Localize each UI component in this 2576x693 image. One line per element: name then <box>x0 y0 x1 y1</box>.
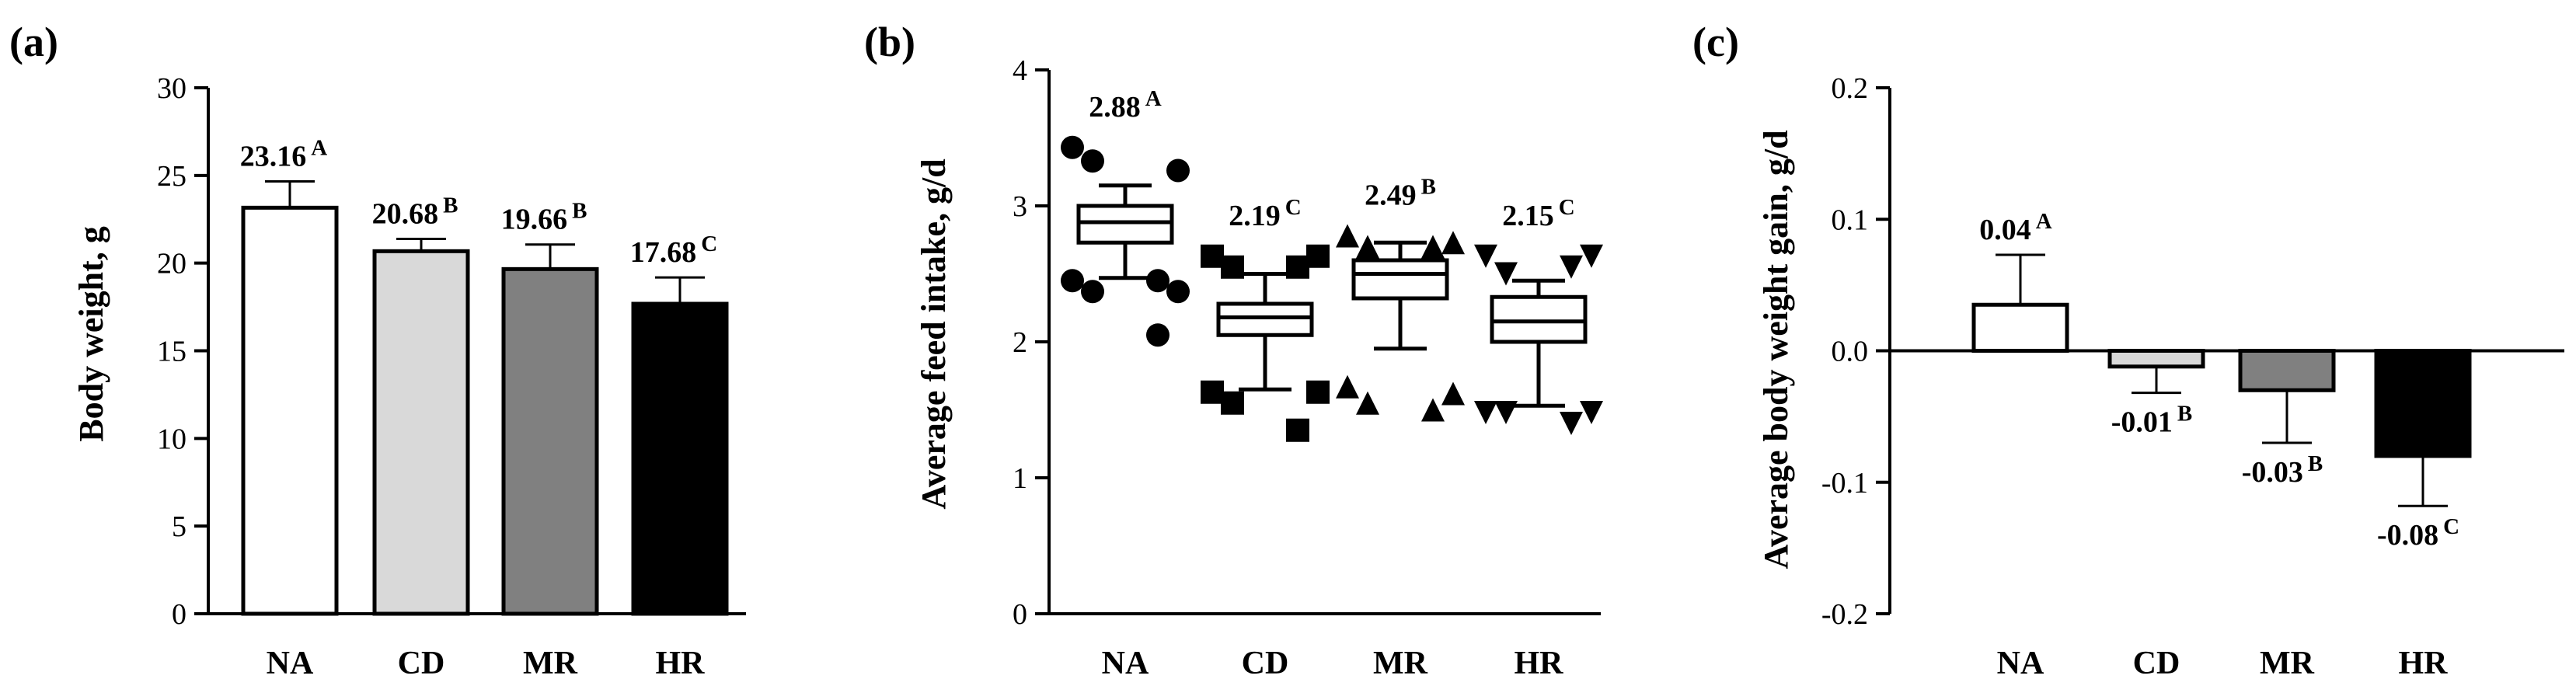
panel-b-ytick-label: 1 <box>1013 462 1027 495</box>
panel-a-label: (a) <box>9 19 58 65</box>
panel-c-cd-bar <box>2107 349 2205 369</box>
panel-c-hr-value-label: -0.08 C <box>2377 514 2459 552</box>
panel-c-hr-bar <box>2374 349 2472 458</box>
panel-c-xtick-mr: MR <box>2260 646 2315 681</box>
panel-a-ytick-label: 20 <box>157 248 186 280</box>
panel-c-ylabel: Average body weight gain, g/d <box>1757 130 1795 569</box>
panel-b-na-point <box>1061 269 1084 293</box>
panel-b: (b) Average feed intake, g/d 0 1 2 3 4 2.88 A 2… <box>864 19 1603 681</box>
panel-b-cd-point <box>1286 418 1309 442</box>
panel-b-na-point <box>1166 280 1190 304</box>
panel-c-mr-value-label: -0.03 B <box>2242 451 2323 489</box>
panel-c-ytick-label: 0.2 <box>1832 72 1869 105</box>
panel-a-value-label-cd: 20.68 B <box>372 193 458 231</box>
panel-b-mr-box <box>1351 258 1449 301</box>
panel-a-value-label-hr: 17.68 C <box>630 232 717 269</box>
panel-a-xtick-mr: MR <box>523 646 578 681</box>
panel-a-value-label-mr: 19.66 B <box>501 199 587 236</box>
panel-b-cd-box <box>1216 301 1314 337</box>
panel-b-mr-point <box>1441 381 1465 406</box>
panel-b-hr-point <box>1560 412 1583 435</box>
panel-b-hr-point <box>1580 244 1603 268</box>
panel-b-na-box <box>1076 204 1174 245</box>
panel-b-ytick-label: 4 <box>1013 54 1027 87</box>
panel-c-xtick-hr: HR <box>2399 646 2449 681</box>
panel-b-na-point <box>1081 149 1104 173</box>
panel-c-xtick-cd: CD <box>2133 646 2180 681</box>
panel-b-hr-point <box>1580 401 1603 424</box>
panel-b-hr-box <box>1490 294 1588 344</box>
panel-c-mr-bar <box>2238 349 2336 392</box>
panel-b-hr-point <box>1474 244 1497 268</box>
panel-b-cd-point <box>1306 244 1330 268</box>
panel-a-xtick-hr: HR <box>656 646 706 681</box>
panel-a-ytick-label: 5 <box>172 510 186 543</box>
panel-b-hr-point <box>1494 262 1518 286</box>
panel-a-ytick-label: 30 <box>157 72 186 105</box>
panel-a-value-label-na: 23.16 A <box>240 136 328 173</box>
panel-b-xtick-hr: HR <box>1515 646 1564 681</box>
panel-b-cd-point <box>1201 244 1224 268</box>
panel-c-na-bar <box>1971 302 2069 353</box>
panel-b-xtick-mr: MR <box>1373 646 1428 681</box>
panel-c-cd-value-label: -0.01 B <box>2111 402 2193 439</box>
panel-b-hr-value-label: 2.15 C <box>1502 195 1574 232</box>
panel-a-bar-cd <box>372 249 470 616</box>
panel-b-mr-point <box>1421 398 1445 422</box>
panel-b-ytick-label: 2 <box>1013 326 1027 359</box>
panel-b-xtick-na: NA <box>1102 646 1149 681</box>
panel-b-cd-point <box>1201 380 1224 404</box>
panel-b-na-value-label: 2.88 A <box>1089 86 1162 124</box>
panel-a-ytick-label: 0 <box>172 598 186 631</box>
panel-b-xtick-cd: CD <box>1242 646 1289 681</box>
panel-a-ytick-label: 25 <box>157 160 186 193</box>
panel-a-bar-hr <box>631 301 729 616</box>
panel-a-ytick-label: 15 <box>157 336 186 368</box>
panel-c-xtick-na: NA <box>1997 646 2044 681</box>
panel-c: (c) Average body weight gain, g/d -0.2 -0… <box>1692 19 2564 681</box>
panel-b-na-point <box>1081 280 1104 304</box>
panel-b-mr-point <box>1356 235 1379 259</box>
panel-c-ytick-label: 0.1 <box>1832 204 1869 236</box>
panel-b-mr-point <box>1421 235 1445 259</box>
panel-a: (a) Body weight, g 0 5 10 15 20 25 30 23.16 A 20.… <box>9 19 746 681</box>
panel-b-cd-point <box>1286 255 1309 279</box>
panel-b-cd-point <box>1306 380 1330 404</box>
panel-b-mr-point <box>1336 224 1359 248</box>
panel-c-label: (c) <box>1692 19 1739 65</box>
panel-b-na-point <box>1146 269 1169 293</box>
panel-c-na-value-label: 0.04 A <box>1979 209 2052 246</box>
panel-b-cd-point <box>1221 391 1244 415</box>
panel-b-label: (b) <box>864 19 915 65</box>
panel-b-na-point <box>1166 158 1190 183</box>
panel-c-ytick-label: 0.0 <box>1832 336 1869 368</box>
panel-b-mr-point <box>1356 391 1379 415</box>
panel-a-bar-mr <box>501 266 599 616</box>
panel-b-cd-value-label: 2.19 C <box>1229 195 1301 232</box>
panel-a-ylabel: Body weight, g <box>72 226 110 441</box>
panel-b-mr-point <box>1336 374 1359 399</box>
panel-a-ytick-label: 10 <box>157 423 186 455</box>
panel-a-xtick-cd: CD <box>398 646 445 681</box>
panel-b-cd-point <box>1221 255 1244 279</box>
panel-c-ytick-label: -0.1 <box>1821 467 1868 500</box>
panel-b-ytick-label: 3 <box>1013 190 1027 223</box>
panel-b-mr-point <box>1441 231 1465 255</box>
panel-b-na-point <box>1146 323 1169 347</box>
panel-b-na-point <box>1061 135 1084 159</box>
panel-b-ylabel: Average feed intake, g/d <box>915 158 953 509</box>
panel-b-mr-value-label: 2.49 B <box>1365 175 1436 212</box>
panel-b-hr-point <box>1560 255 1583 279</box>
panel-c-ytick-label: -0.2 <box>1821 598 1868 631</box>
panel-a-xtick-na: NA <box>267 646 314 681</box>
panel-b-hr-point <box>1474 401 1497 424</box>
panel-a-bar-na <box>241 205 339 616</box>
panel-b-hr-point <box>1494 401 1518 424</box>
panel-b-ytick-label: 0 <box>1013 598 1027 631</box>
